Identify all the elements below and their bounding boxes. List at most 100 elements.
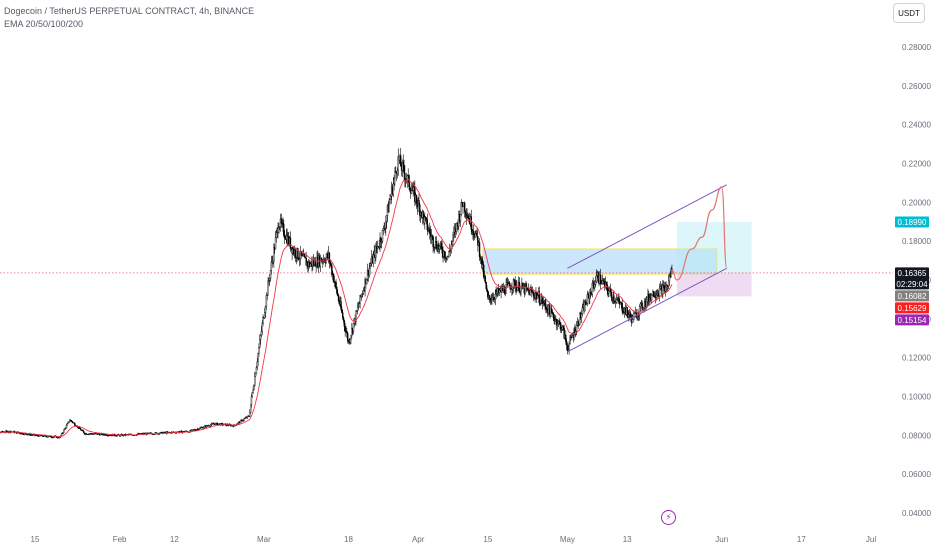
candle-body: [639, 303, 642, 307]
candle-body: [340, 301, 342, 310]
candle-body: [463, 202, 466, 212]
price-tick-label: 0.26000: [902, 82, 931, 91]
candle-body: [53, 436, 55, 438]
candles-layer: [0, 147, 673, 439]
candle-body: [439, 245, 441, 250]
candle-body: [375, 246, 377, 258]
price-label-box: [895, 290, 929, 302]
candle-body: [550, 308, 553, 313]
symbol-title[interactable]: Dogecoin / TetherUS PERPETUAL CONTRACT, …: [4, 6, 255, 16]
candle-body: [450, 244, 453, 251]
candle-body: [260, 331, 263, 336]
candle-body: [591, 282, 594, 295]
candle-body: [536, 295, 539, 299]
candle-body: [246, 415, 249, 418]
candle-body: [250, 396, 253, 405]
candle-body: [478, 242, 481, 257]
candle-body: [414, 187, 416, 203]
candle-body: [64, 427, 67, 429]
price-tick-label: 0.12000: [902, 354, 931, 363]
candle-body: [378, 246, 380, 248]
candle-body: [508, 282, 511, 287]
candle-body: [264, 312, 266, 319]
candle-body: [578, 324, 580, 326]
candle-body: [629, 312, 632, 317]
candle-body: [99, 433, 102, 436]
candle-body: [350, 335, 352, 340]
candle-body: [544, 301, 546, 305]
price-tick-label: 0.08000: [902, 431, 931, 440]
candle-body: [589, 292, 591, 299]
candle-body: [304, 256, 307, 259]
candle-body: [575, 325, 578, 332]
candle-body: [503, 286, 506, 294]
candle-body: [422, 210, 424, 216]
candle-body: [435, 241, 438, 249]
candle-body: [512, 287, 514, 290]
candle-body: [273, 247, 275, 262]
candle-body: [330, 263, 332, 267]
candle-body: [633, 312, 636, 314]
time-tick-label: Jun: [715, 535, 728, 544]
candle-body: [558, 321, 560, 323]
candle-body: [470, 216, 472, 230]
candle-body: [615, 299, 618, 303]
candle-body: [453, 232, 455, 235]
candle-body: [282, 222, 284, 225]
candle-body: [63, 429, 65, 433]
candle-body: [254, 373, 257, 377]
candle-body: [209, 425, 211, 427]
indicator-legend[interactable]: EMA 20/50/100/200: [4, 19, 84, 29]
currency-button[interactable]: USDT: [893, 3, 925, 23]
candle-body: [267, 280, 269, 296]
lightning-icon[interactable]: ⚡: [661, 510, 676, 525]
candle-body: [253, 385, 255, 391]
candle-body: [236, 423, 239, 425]
candle-body: [283, 235, 286, 239]
candle-body: [545, 304, 547, 309]
candle-body: [115, 435, 117, 437]
candle-body: [653, 291, 655, 297]
candle-body: [404, 172, 406, 180]
candle-body: [476, 230, 478, 237]
candle-body: [70, 420, 73, 422]
candle-body: [477, 236, 479, 246]
candle-body: [514, 281, 516, 289]
candle-body: [594, 284, 596, 288]
candle-body: [579, 313, 581, 325]
candle-body: [563, 327, 565, 339]
candle-body: [498, 290, 501, 293]
price-label-text: 0.15154: [898, 316, 927, 325]
candle-body: [586, 294, 589, 304]
candle-body: [643, 307, 645, 309]
channel-upper-line: [567, 184, 727, 269]
candle-body: [105, 434, 108, 436]
ema-line: [0, 178, 673, 438]
candle-body: [524, 284, 526, 294]
candle-body: [658, 288, 661, 297]
price-label-text: 0.16082: [898, 292, 927, 301]
candle-body: [337, 292, 339, 296]
candle-body: [189, 430, 191, 433]
candle-body: [249, 404, 252, 413]
candle-body: [369, 265, 371, 269]
time-tick-label: 17: [797, 535, 806, 544]
candle-body: [494, 294, 496, 300]
candle-body: [344, 326, 346, 332]
candle-body: [351, 328, 353, 336]
candle-body: [396, 170, 399, 174]
candle-body: [403, 164, 405, 174]
candle-body: [329, 261, 331, 265]
candle-body: [424, 216, 426, 224]
candle-body: [622, 310, 624, 313]
candle-body: [444, 251, 446, 258]
price-tick-label: 0.24000: [902, 121, 931, 130]
candle-body: [448, 250, 450, 257]
candle-body: [357, 306, 360, 308]
time-axis[interactable]: 15 Feb 12 Mar 18 Apr 15 May 13 Jun 17 Jul: [31, 535, 877, 544]
candle-body: [332, 274, 335, 283]
candle-body: [621, 302, 623, 312]
candle-body: [362, 290, 365, 294]
candle-body: [319, 257, 322, 267]
